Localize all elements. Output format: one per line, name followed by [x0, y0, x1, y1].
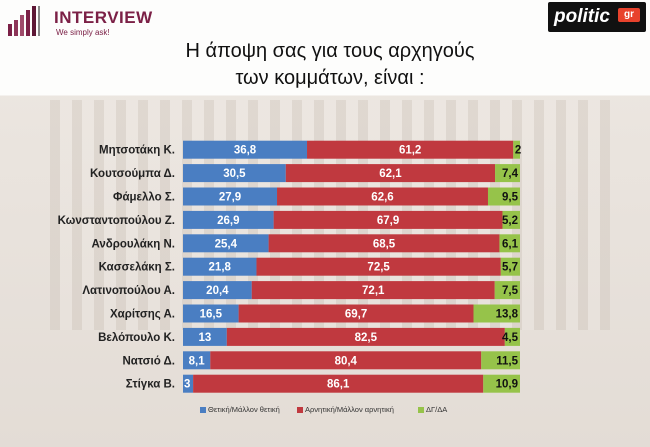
bar-segment-negative — [226, 327, 505, 346]
bar-segment-negative — [285, 164, 496, 183]
value-label-dk: 11,5 — [496, 355, 518, 367]
logo-name: INTERVIEW — [54, 8, 153, 27]
politic-logo-text: politic — [554, 6, 610, 27]
value-label-positive: 16,5 — [200, 309, 223, 321]
bar-segment-positive — [183, 257, 257, 276]
bar-segment-negative — [307, 140, 514, 159]
legend-label-dk: ΔΓ/ΔΑ — [426, 405, 448, 414]
legend-swatch-dk — [418, 407, 424, 414]
value-label-dk: 5,7 — [502, 262, 518, 274]
chart-title-line-2: των κομμάτων, είναι : — [235, 67, 425, 89]
bar-segment-dk — [502, 210, 520, 229]
bar-segment-positive — [183, 304, 239, 323]
category-label: Κωνσταντοπούλου Ζ. — [58, 215, 175, 227]
bar-segment-positive — [183, 210, 274, 229]
bar-segment-dk — [513, 140, 520, 159]
bar-segment-negative — [273, 210, 503, 229]
category-label: Νατσιό Δ. — [122, 355, 175, 367]
category-label: Κουτσούμπα Δ. — [90, 168, 175, 180]
bar-segment-positive — [183, 281, 252, 300]
bar-segment-dk — [500, 257, 520, 276]
value-label-positive: 21,8 — [209, 262, 232, 274]
bar-segment-dk — [494, 281, 520, 300]
bar-segment-negative — [210, 351, 482, 370]
category-label: Βελόπουλο Κ. — [98, 332, 175, 344]
chart-title: Η άποψη σας για τους αρχηγούς των κομμάτ… — [110, 38, 550, 92]
value-label-negative: 68,5 — [373, 238, 396, 250]
category-label: Φάμελλο Σ. — [113, 192, 175, 204]
value-label-dk: 4,5 — [502, 332, 519, 344]
bar-segment-positive — [183, 374, 194, 393]
value-label-positive: 30,5 — [223, 168, 246, 180]
value-label-positive: 20,4 — [206, 285, 229, 297]
bar-segment-dk — [483, 374, 520, 393]
value-label-negative: 62,1 — [379, 168, 402, 180]
legend-item-negative: Αρνητική/Μάλλον αρνητική — [297, 405, 394, 414]
logo-bars-icon — [8, 6, 40, 36]
bar-segment-dk — [504, 327, 520, 346]
bar-segment-positive — [183, 234, 269, 253]
bar-segment-dk — [481, 351, 520, 370]
bar-segment-negative — [193, 374, 484, 393]
category-label: Λατινοπούλου Α. — [82, 285, 175, 297]
bar-segment-positive — [183, 140, 308, 159]
legend-swatch-negative — [297, 407, 303, 414]
value-label-positive: 3 — [184, 379, 190, 391]
legend-item-dk: ΔΓ/ΔΑ — [418, 405, 447, 414]
bar-segment-negative — [256, 257, 501, 276]
value-label-dk: 6,1 — [502, 238, 519, 250]
bar-segment-positive — [183, 187, 278, 206]
value-label-dk: 10,9 — [496, 379, 518, 391]
value-label-negative: 72,5 — [367, 262, 390, 274]
value-label-negative: 67,9 — [377, 215, 399, 227]
interview-logo: INTERVIEW We simply ask! — [4, 4, 164, 38]
bar-segment-dk — [495, 164, 520, 183]
value-label-dk: 5,2 — [502, 215, 518, 227]
value-label-negative: 62,6 — [371, 192, 393, 204]
value-label-positive: 25,4 — [215, 238, 238, 250]
bar-segment-dk — [473, 304, 520, 323]
bar-segment-negative — [238, 304, 474, 323]
bar-segment-positive — [183, 327, 227, 346]
value-label-positive: 8,1 — [189, 355, 206, 367]
logo-tagline: We simply ask! — [56, 28, 110, 37]
value-label-positive: 36,8 — [234, 145, 257, 157]
value-label-positive: 26,9 — [217, 215, 239, 227]
legend-label-negative: Αρνητική/Μάλλον αρνητική — [305, 405, 394, 414]
bar-segment-dk — [499, 234, 520, 253]
value-label-positive: 13 — [199, 332, 212, 344]
legend-swatch-positive — [200, 407, 206, 414]
value-label-negative: 86,1 — [327, 379, 350, 391]
bar-segment-dk — [487, 187, 520, 206]
value-label-dk: 9,5 — [502, 192, 519, 204]
category-label: Στίγκα Β. — [126, 379, 175, 391]
bar-segment-negative — [251, 281, 495, 300]
politic-logo-suffix: gr — [618, 8, 640, 22]
bar-segment-negative — [277, 187, 488, 206]
value-label-dk: 7,5 — [502, 285, 519, 297]
legend-label-positive: Θετική/Μάλλον θετική — [208, 405, 280, 414]
value-label-positive: 27,9 — [219, 192, 241, 204]
politic-logo: politic gr — [548, 2, 646, 32]
value-label-negative: 69,7 — [345, 309, 367, 321]
category-label: Μητσοτάκη Κ. — [99, 145, 175, 157]
value-label-dk: 7,4 — [502, 168, 519, 180]
bar-segment-positive — [183, 351, 211, 370]
bar-segment-positive — [183, 164, 286, 183]
legend-item-positive: Θετική/Μάλλον θετική — [200, 405, 280, 414]
category-label: Χαρίτσης Α. — [110, 309, 175, 321]
bar-segment-negative — [268, 234, 500, 253]
category-label: Κασσελάκη Σ. — [99, 262, 175, 274]
chart-title-line-1: Η άποψη σας για τους αρχηγούς — [185, 40, 475, 62]
value-label-negative: 80,4 — [335, 355, 358, 367]
value-label-negative: 61,2 — [399, 145, 421, 157]
category-label: Ανδρουλάκη Ν. — [91, 238, 175, 250]
value-label-dk: 2 — [515, 145, 521, 157]
value-label-dk: 13,8 — [496, 309, 519, 321]
value-label-negative: 82,5 — [355, 332, 378, 344]
value-label-negative: 72,1 — [362, 285, 385, 297]
